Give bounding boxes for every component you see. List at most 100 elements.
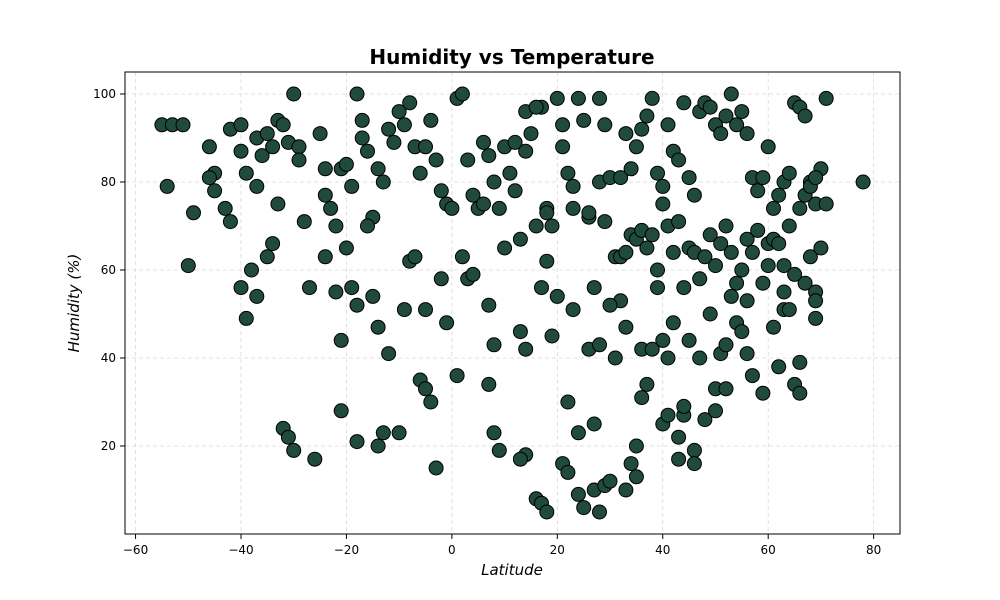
y-tick-label: 20 bbox=[101, 439, 116, 453]
data-point bbox=[671, 429, 687, 445]
data-point bbox=[644, 90, 660, 106]
data-point bbox=[307, 451, 323, 467]
data-point bbox=[681, 332, 697, 348]
data-point bbox=[750, 183, 766, 199]
data-point bbox=[259, 126, 275, 142]
data-point bbox=[660, 407, 676, 423]
data-point bbox=[665, 244, 681, 260]
data-point bbox=[328, 218, 344, 234]
x-tick-label: 80 bbox=[866, 543, 881, 557]
data-point bbox=[249, 178, 265, 194]
data-point bbox=[639, 240, 655, 256]
data-point bbox=[244, 262, 259, 278]
data-point bbox=[175, 117, 191, 133]
data-point bbox=[502, 165, 518, 181]
data-point bbox=[460, 152, 476, 168]
y-axis-label: Humidity (%) bbox=[65, 254, 83, 353]
data-point bbox=[428, 152, 444, 168]
data-point bbox=[238, 310, 254, 326]
data-point bbox=[618, 126, 634, 142]
data-point bbox=[312, 126, 328, 142]
data-point bbox=[381, 121, 397, 137]
data-point bbox=[718, 337, 734, 353]
data-point bbox=[644, 341, 660, 357]
data-point bbox=[744, 244, 760, 260]
data-point bbox=[481, 148, 497, 164]
data-point bbox=[265, 236, 281, 252]
data-point bbox=[302, 280, 317, 296]
data-point bbox=[781, 165, 797, 181]
data-point bbox=[286, 86, 302, 102]
data-point bbox=[718, 108, 734, 124]
data-point bbox=[375, 425, 391, 441]
data-point bbox=[560, 394, 576, 410]
data-point bbox=[439, 315, 455, 331]
data-point bbox=[766, 319, 781, 335]
data-point bbox=[317, 187, 333, 203]
data-point bbox=[776, 258, 792, 274]
data-point bbox=[623, 456, 639, 472]
data-point bbox=[186, 205, 201, 221]
data-point bbox=[702, 306, 718, 322]
data-point bbox=[713, 236, 729, 252]
data-point bbox=[671, 214, 687, 230]
data-point bbox=[296, 214, 312, 230]
data-point bbox=[418, 381, 433, 397]
data-point bbox=[802, 249, 818, 265]
data-point bbox=[344, 280, 360, 296]
data-point bbox=[713, 126, 729, 142]
data-point bbox=[628, 438, 644, 454]
data-point bbox=[739, 346, 755, 362]
data-point bbox=[201, 170, 217, 186]
data-point bbox=[697, 249, 713, 265]
data-point bbox=[634, 390, 650, 406]
data-point bbox=[317, 249, 333, 265]
data-point bbox=[644, 227, 660, 243]
data-point bbox=[771, 187, 787, 203]
data-point bbox=[628, 139, 644, 155]
data-point bbox=[217, 200, 233, 216]
data-point bbox=[381, 346, 397, 362]
data-point bbox=[528, 99, 544, 115]
data-point bbox=[486, 425, 502, 441]
data-point bbox=[739, 293, 755, 309]
data-point bbox=[549, 90, 565, 106]
data-point bbox=[249, 288, 265, 304]
data-point bbox=[391, 425, 407, 441]
data-point bbox=[729, 275, 745, 291]
data-point bbox=[650, 262, 665, 278]
data-point bbox=[338, 240, 354, 256]
data-point bbox=[444, 200, 460, 216]
data-point bbox=[660, 350, 676, 366]
data-point bbox=[781, 218, 797, 234]
data-point bbox=[396, 117, 412, 133]
data-point bbox=[370, 161, 386, 177]
data-point bbox=[291, 139, 307, 155]
data-point bbox=[576, 500, 592, 516]
data-point bbox=[518, 341, 534, 357]
data-point bbox=[370, 438, 386, 454]
data-point bbox=[328, 284, 344, 300]
data-point bbox=[544, 328, 560, 344]
data-point bbox=[639, 376, 655, 392]
data-point bbox=[534, 280, 549, 296]
data-point bbox=[528, 218, 544, 234]
data-point bbox=[549, 288, 565, 304]
plot-area-frame bbox=[124, 71, 901, 535]
data-point bbox=[344, 178, 360, 194]
data-point bbox=[402, 95, 418, 111]
data-point bbox=[386, 134, 402, 150]
data-point bbox=[787, 266, 803, 282]
data-point bbox=[808, 293, 824, 309]
data-point bbox=[734, 262, 750, 278]
data-point bbox=[396, 302, 412, 318]
axis-ticks: −60 −40 −20 0 20 40 60 80 20 40 60 80 100 bbox=[93, 87, 881, 557]
data-point bbox=[676, 398, 692, 414]
data-point bbox=[412, 165, 428, 181]
y-tick-label: 60 bbox=[101, 263, 116, 277]
data-point bbox=[634, 121, 650, 137]
data-point bbox=[491, 442, 507, 458]
data-point bbox=[692, 271, 708, 287]
x-tick-label: 40 bbox=[655, 543, 670, 557]
